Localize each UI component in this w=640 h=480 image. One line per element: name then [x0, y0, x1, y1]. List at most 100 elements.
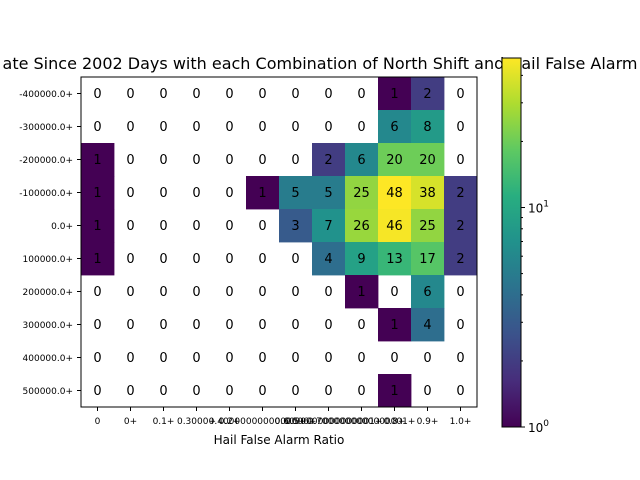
- cell-value-label: 0: [159, 384, 167, 399]
- cell-value-label: 0: [192, 252, 200, 267]
- cell-value-label: 0: [225, 384, 233, 399]
- cell-value-label: 0: [291, 351, 299, 366]
- heatmap-cells: [81, 77, 478, 408]
- cell-value-label: 0: [159, 87, 167, 102]
- cell-value-label: 0: [258, 120, 266, 135]
- heatmap-cell: [312, 209, 346, 243]
- heatmap-cell: [246, 176, 280, 210]
- cell-value-label: 0: [192, 87, 200, 102]
- cell-value-label: 0: [291, 384, 299, 399]
- cell-value-label: 0: [456, 351, 464, 366]
- cell-value-label: 0: [225, 120, 233, 135]
- cell-value-label: 0: [291, 153, 299, 168]
- x-tick-label: 1.0+: [450, 417, 472, 427]
- cell-value-label: 0: [159, 252, 167, 267]
- cell-value-label: 0: [225, 186, 233, 201]
- cell-value-label: 0: [225, 285, 233, 300]
- cell-value-label: 1: [258, 186, 266, 201]
- cell-value-label: 38: [419, 186, 436, 201]
- cell-value-label: 0: [126, 87, 134, 102]
- cell-value-label: 3: [291, 219, 299, 234]
- cell-value-label: 0: [126, 153, 134, 168]
- cell-value-label: 0: [258, 153, 266, 168]
- cell-value-label: 0: [291, 285, 299, 300]
- heatmap-cell: [345, 275, 379, 309]
- cell-value-label: 0: [159, 351, 167, 366]
- cell-value-label: 0: [93, 87, 101, 102]
- cell-value-label: 0: [225, 153, 233, 168]
- heatmap-cell: [279, 176, 313, 210]
- cell-value-label: 0: [192, 285, 200, 300]
- cell-value-label: 1: [390, 384, 398, 399]
- cell-value-label: 0: [225, 219, 233, 234]
- heatmap-cell: [345, 176, 379, 210]
- x-tick-label: 0: [95, 417, 101, 427]
- cell-value-label: 0: [126, 252, 134, 267]
- cell-value-label: 25: [353, 186, 370, 201]
- cell-value-label: 17: [419, 252, 436, 267]
- cell-value-label: 0: [357, 87, 365, 102]
- cell-value-label: 0: [192, 120, 200, 135]
- cell-value-label: 0: [357, 120, 365, 135]
- y-tick-label: -300000.0+: [19, 123, 73, 133]
- cell-value-label: 26: [353, 219, 370, 234]
- cell-value-label: 0: [456, 120, 464, 135]
- cell-value-label: 1: [390, 87, 398, 102]
- y-tick-label: 400000.0+: [23, 354, 73, 364]
- heatmap-cell: [81, 176, 115, 210]
- cell-value-label: 0: [291, 252, 299, 267]
- heatmap-cell: [81, 242, 115, 276]
- cell-value-label: 7: [324, 219, 332, 234]
- cell-value-label: 0: [423, 351, 431, 366]
- heatmap-cell: [378, 209, 412, 243]
- y-tick-label: 300000.0+: [23, 321, 73, 331]
- cell-value-label: 0: [357, 351, 365, 366]
- heatmap-cell: [279, 209, 313, 243]
- heatmap-cell: [411, 308, 445, 342]
- cell-value-label: 0: [126, 219, 134, 234]
- cell-value-label: 0: [192, 186, 200, 201]
- cell-value-label: 0: [225, 252, 233, 267]
- cell-value-label: 0: [225, 87, 233, 102]
- cell-value-label: 0: [258, 285, 266, 300]
- cell-value-label: 0: [291, 120, 299, 135]
- heatmap-cell: [411, 143, 445, 177]
- y-tick-label: 500000.0+: [23, 387, 73, 397]
- x-tick-label: 0.2+: [219, 417, 241, 427]
- cell-value-label: 0: [291, 87, 299, 102]
- y-tick-label: -400000.0+: [19, 90, 73, 100]
- cell-value-label: 0: [357, 318, 365, 333]
- cell-value-label: 0: [456, 87, 464, 102]
- y-tick-label: 100000.0+: [23, 255, 73, 265]
- heatmap-cell: [411, 209, 445, 243]
- cell-value-label: 4: [324, 252, 332, 267]
- cell-value-label: 5: [324, 186, 332, 201]
- cell-value-label: 5: [291, 186, 299, 201]
- cell-value-labels: 0 0 0 0 0 0 0 0 0 1 2 00 0 0 0 0 0 0 0 0 6 8 01 0 0 0 0 0 0 2 6 20 20 01 0…: [93, 87, 464, 399]
- cell-value-label: 0: [126, 285, 134, 300]
- heatmap-cell: [345, 242, 379, 276]
- heatmap-cell: [312, 143, 346, 177]
- cell-value-label: 6: [357, 153, 365, 168]
- heatmap-cell: [411, 275, 445, 309]
- cell-value-label: 0: [93, 120, 101, 135]
- cell-value-label: 0: [159, 318, 167, 333]
- cell-value-label: 0: [258, 318, 266, 333]
- cell-value-label: 0: [390, 285, 398, 300]
- heatmap-cell: [378, 176, 412, 210]
- cell-value-label: 9: [357, 252, 365, 267]
- cell-value-label: 6: [423, 285, 431, 300]
- cell-value-label: 20: [386, 153, 403, 168]
- cell-value-label: 0: [390, 351, 398, 366]
- cell-value-label: 0: [324, 87, 332, 102]
- y-tick-label: -100000.0+: [19, 189, 73, 199]
- cell-value-label: 0: [126, 318, 134, 333]
- cell-value-label: 1: [93, 219, 101, 234]
- cell-value-label: 0: [258, 219, 266, 234]
- cell-value-label: 2: [423, 87, 431, 102]
- cell-value-label: 1: [93, 186, 101, 201]
- cell-value-label: 0: [456, 153, 464, 168]
- x-tick-label: 0.6000000000000001+: [275, 417, 383, 427]
- heatmap-cell: [378, 77, 412, 111]
